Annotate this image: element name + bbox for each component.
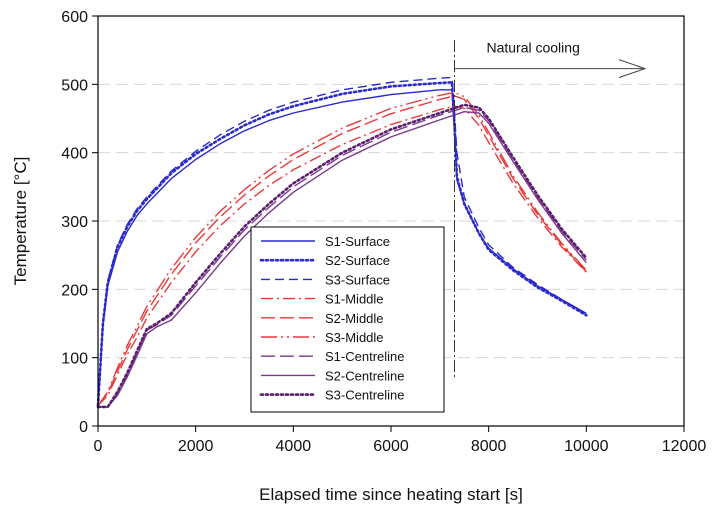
x-tick-label-5: 10000: [564, 438, 609, 455]
series-line-s1-middle: [97, 105, 587, 406]
legend-label-s3-middle: S3-Middle: [325, 330, 384, 345]
legend-label-s1-centreline: S1-Centreline: [325, 349, 405, 364]
natural-cooling-annotation: Natural cooling: [486, 40, 579, 56]
x-tick-label-4: 8000: [471, 438, 507, 455]
legend-label-s3-centreline: S3-Centreline: [325, 388, 405, 403]
legend-label-s2-surface: S2-Surface: [325, 253, 390, 268]
series-layer: [96, 76, 588, 409]
y-axis-title: Temperature [°C]: [11, 157, 30, 286]
series-line-s3-centreline: [96, 103, 588, 409]
y-tick-label-6: 600: [61, 9, 88, 26]
grid-lines: [98, 83, 684, 359]
legend: S1-Surface S2-Surface S3-Surface S1-Middle S…: [250, 226, 445, 413]
series-line-s2-middle: [97, 95, 587, 406]
y-tick-label-0: 0: [79, 419, 88, 436]
legend-label-s3-surface: S3-Surface: [325, 272, 390, 287]
legend-label-s1-middle: S1-Middle: [325, 292, 384, 307]
series-line-s2-surface: [96, 81, 588, 407]
y-tick-label-4: 400: [61, 146, 88, 163]
series-line-s3-surface: [97, 76, 587, 406]
legend-label-s2-centreline: S2-Centreline: [325, 368, 405, 383]
legend-label-s2-middle: S2-Middle: [325, 311, 384, 326]
y-tick-label-3: 300: [61, 214, 88, 231]
x-tick-label-1: 2000: [178, 438, 214, 455]
y-tick-label-2: 200: [61, 282, 88, 299]
y-tick-label-5: 500: [61, 77, 88, 94]
x-tick-label-6: 12000: [662, 438, 707, 455]
series-line-s2-centreline: [98, 110, 587, 408]
y-tick-label-1: 100: [61, 351, 88, 368]
cooling-arrow-head: [618, 59, 647, 79]
legend-box: [250, 226, 445, 413]
x-tick-label-3: 6000: [373, 438, 409, 455]
annotation-layer: Natural cooling: [453, 40, 647, 380]
series-line-s3-middle: [97, 91, 587, 406]
axis-ticks: 0 2000 4000 6000 8000 10000 12000 0 100 200 300 400…: [61, 9, 706, 455]
x-axis-title: Elapsed time since heating start [s]: [259, 485, 523, 504]
x-tick-label-2: 4000: [276, 438, 312, 455]
x-tick-label-0: 0: [94, 438, 103, 455]
legend-label-s1-surface: S1-Surface: [325, 234, 390, 249]
